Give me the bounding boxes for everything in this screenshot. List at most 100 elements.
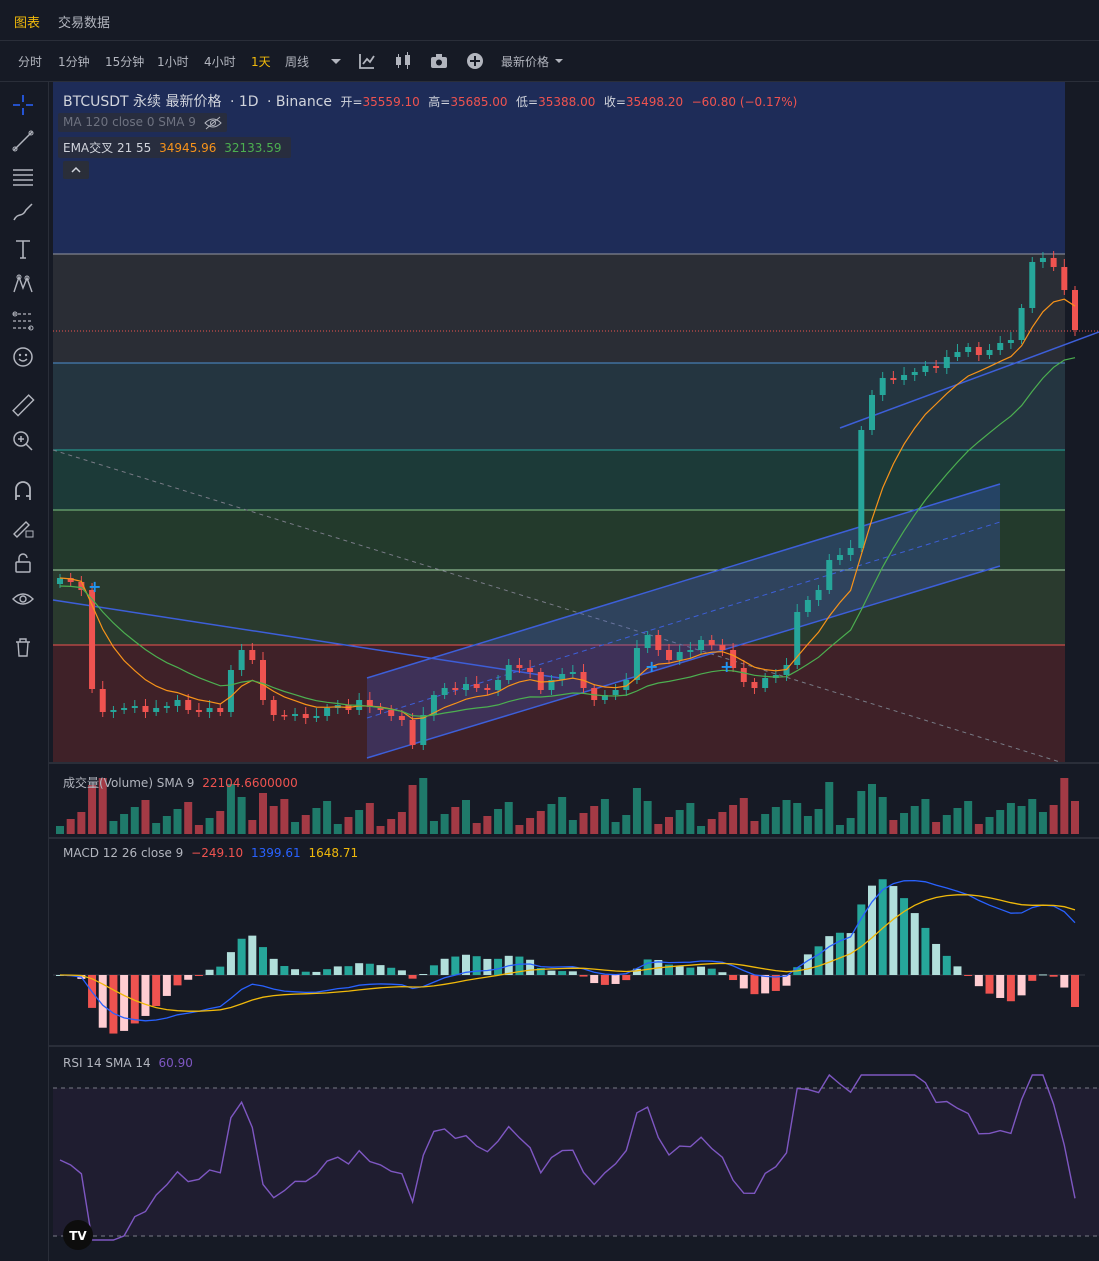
collapse-legend-button[interactable] — [63, 161, 89, 179]
macd-hist-bar — [226, 952, 235, 975]
ma-legend[interactable]: MA 120 close 0 SMA 9 — [58, 113, 227, 132]
volume-legend-label: 成交量(Volume) SMA 9 — [63, 776, 195, 790]
lock-icon[interactable] — [10, 550, 36, 576]
volume-bar — [1049, 805, 1058, 834]
signal-line — [59, 894, 1076, 1012]
indicators-icon[interactable] — [356, 50, 378, 72]
trash-icon[interactable] — [10, 634, 36, 660]
trendline-icon[interactable] — [10, 128, 36, 154]
volume-bar — [558, 797, 567, 834]
ema-legend[interactable]: EMA交叉 21 55 34945.96 32133.59 — [58, 137, 291, 158]
candle-body — [698, 640, 705, 650]
candle-body — [623, 680, 630, 690]
volume-bar — [462, 800, 470, 834]
exchange-label: · Binance — [266, 94, 333, 110]
volume-bar — [761, 814, 770, 834]
brush-icon[interactable] — [10, 200, 36, 226]
magnet-icon[interactable] — [10, 478, 36, 504]
macd-hist-bar — [120, 975, 129, 1031]
volume-bar — [1038, 812, 1047, 834]
tab-trading-data[interactable]: 交易数据 — [58, 16, 111, 31]
volume-bar — [547, 804, 556, 834]
volume-bar — [707, 819, 716, 834]
rsi-legend: RSI 14 SMA 14 60.90 — [63, 1056, 197, 1070]
camera-icon[interactable] — [428, 50, 450, 72]
signal-value: 1648.71 — [308, 846, 359, 860]
zoom-in-icon[interactable] — [10, 428, 36, 454]
ema-slow-value: 32133.59 — [224, 141, 282, 155]
timeframe-1h[interactable]: 1小时 — [157, 55, 189, 69]
volume-bar — [483, 816, 492, 834]
volume-bar — [120, 814, 129, 834]
macd-hist-bar — [1006, 975, 1015, 1002]
caret-down-icon[interactable] — [548, 50, 570, 72]
timeframe-tick[interactable]: 分时 — [18, 55, 43, 69]
candle-body — [1061, 267, 1068, 290]
timeframe-1m[interactable]: 1分钟 — [58, 55, 90, 69]
macd-hist-bar — [1049, 975, 1058, 977]
macd-hist-bar — [878, 879, 887, 975]
candle-body — [292, 714, 299, 716]
horizontal-lines-icon[interactable] — [10, 164, 36, 190]
lock-draw-icon[interactable] — [10, 514, 36, 540]
volume-bar — [782, 800, 791, 834]
macd-hist-bar — [697, 966, 706, 975]
change-value: −60.80 (−0.17%) — [691, 95, 798, 109]
macd-hist-bar — [910, 913, 919, 975]
volume-bar — [665, 817, 673, 834]
candle-body — [324, 708, 331, 716]
candle-body — [719, 645, 726, 650]
macd-hist-bar — [942, 955, 951, 975]
volume-bar — [66, 819, 75, 834]
macd-hist-bar — [1017, 975, 1026, 996]
price-type-select[interactable]: 最新价格 — [501, 55, 550, 69]
volume-bar — [814, 809, 823, 834]
volume-bar — [1071, 801, 1079, 834]
volume-bar — [889, 820, 898, 834]
tab-chart[interactable]: 图表 — [14, 16, 41, 31]
pattern-icon[interactable] — [10, 272, 36, 298]
volume-bar — [248, 820, 257, 834]
macd-hist-bar — [248, 935, 257, 975]
ruler-icon[interactable] — [10, 392, 36, 418]
timeframe-weekly[interactable]: 周线 — [285, 55, 310, 69]
crosshair-icon[interactable] — [10, 92, 36, 118]
hidden-eye-icon[interactable] — [204, 116, 222, 130]
symbol-label[interactable]: BTCUSDT 永续 最新价格 — [63, 94, 222, 110]
macd-hist-bar — [835, 932, 844, 975]
macd-hist-bar — [590, 975, 599, 984]
macd-hist-bar — [141, 975, 150, 1016]
volume-legend: 成交量(Volume) SMA 9 22104.6600000 — [63, 774, 302, 791]
eye-icon[interactable] — [10, 586, 36, 612]
caret-down-icon[interactable] — [325, 50, 347, 72]
fib-icon[interactable] — [10, 308, 36, 334]
macd-hist-bar — [269, 958, 278, 975]
macd-hist-bar — [547, 970, 556, 975]
logo-text: TV — [69, 1229, 87, 1243]
candle-body — [986, 350, 993, 355]
volume-bar — [825, 782, 834, 834]
candle-style-icon[interactable] — [392, 50, 414, 72]
high-label: 高= — [428, 95, 451, 109]
candle-body — [463, 684, 469, 690]
candle-body — [153, 708, 160, 712]
candle-body — [687, 650, 694, 652]
timeframe-15m[interactable]: 15分钟 — [105, 55, 145, 69]
candle-body — [227, 670, 234, 712]
plus-circle-icon[interactable] — [464, 50, 486, 72]
volume-bar — [868, 784, 876, 834]
volume-bar — [921, 799, 930, 834]
emoji-icon[interactable] — [10, 344, 36, 370]
candle-body — [484, 688, 491, 690]
timeframe-4h[interactable]: 4小时 — [204, 55, 236, 69]
macd-hist-bar — [333, 966, 342, 975]
timeframe-1d[interactable]: 1天 — [251, 55, 271, 69]
candle-body — [569, 672, 576, 674]
volume-bar — [184, 802, 193, 834]
macd-hist-bar — [868, 885, 876, 975]
text-icon[interactable] — [10, 236, 36, 262]
candle-body — [366, 700, 373, 707]
drawing-toolbar — [0, 82, 49, 1261]
volume-bar — [109, 821, 118, 834]
